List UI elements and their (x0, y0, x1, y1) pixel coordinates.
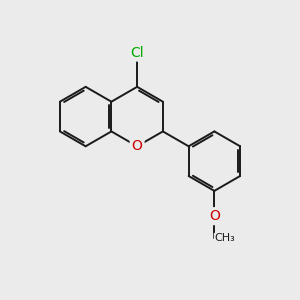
Text: Cl: Cl (130, 46, 144, 60)
Text: O: O (132, 139, 142, 153)
Text: CH₃: CH₃ (214, 233, 235, 243)
Text: O: O (209, 209, 220, 223)
